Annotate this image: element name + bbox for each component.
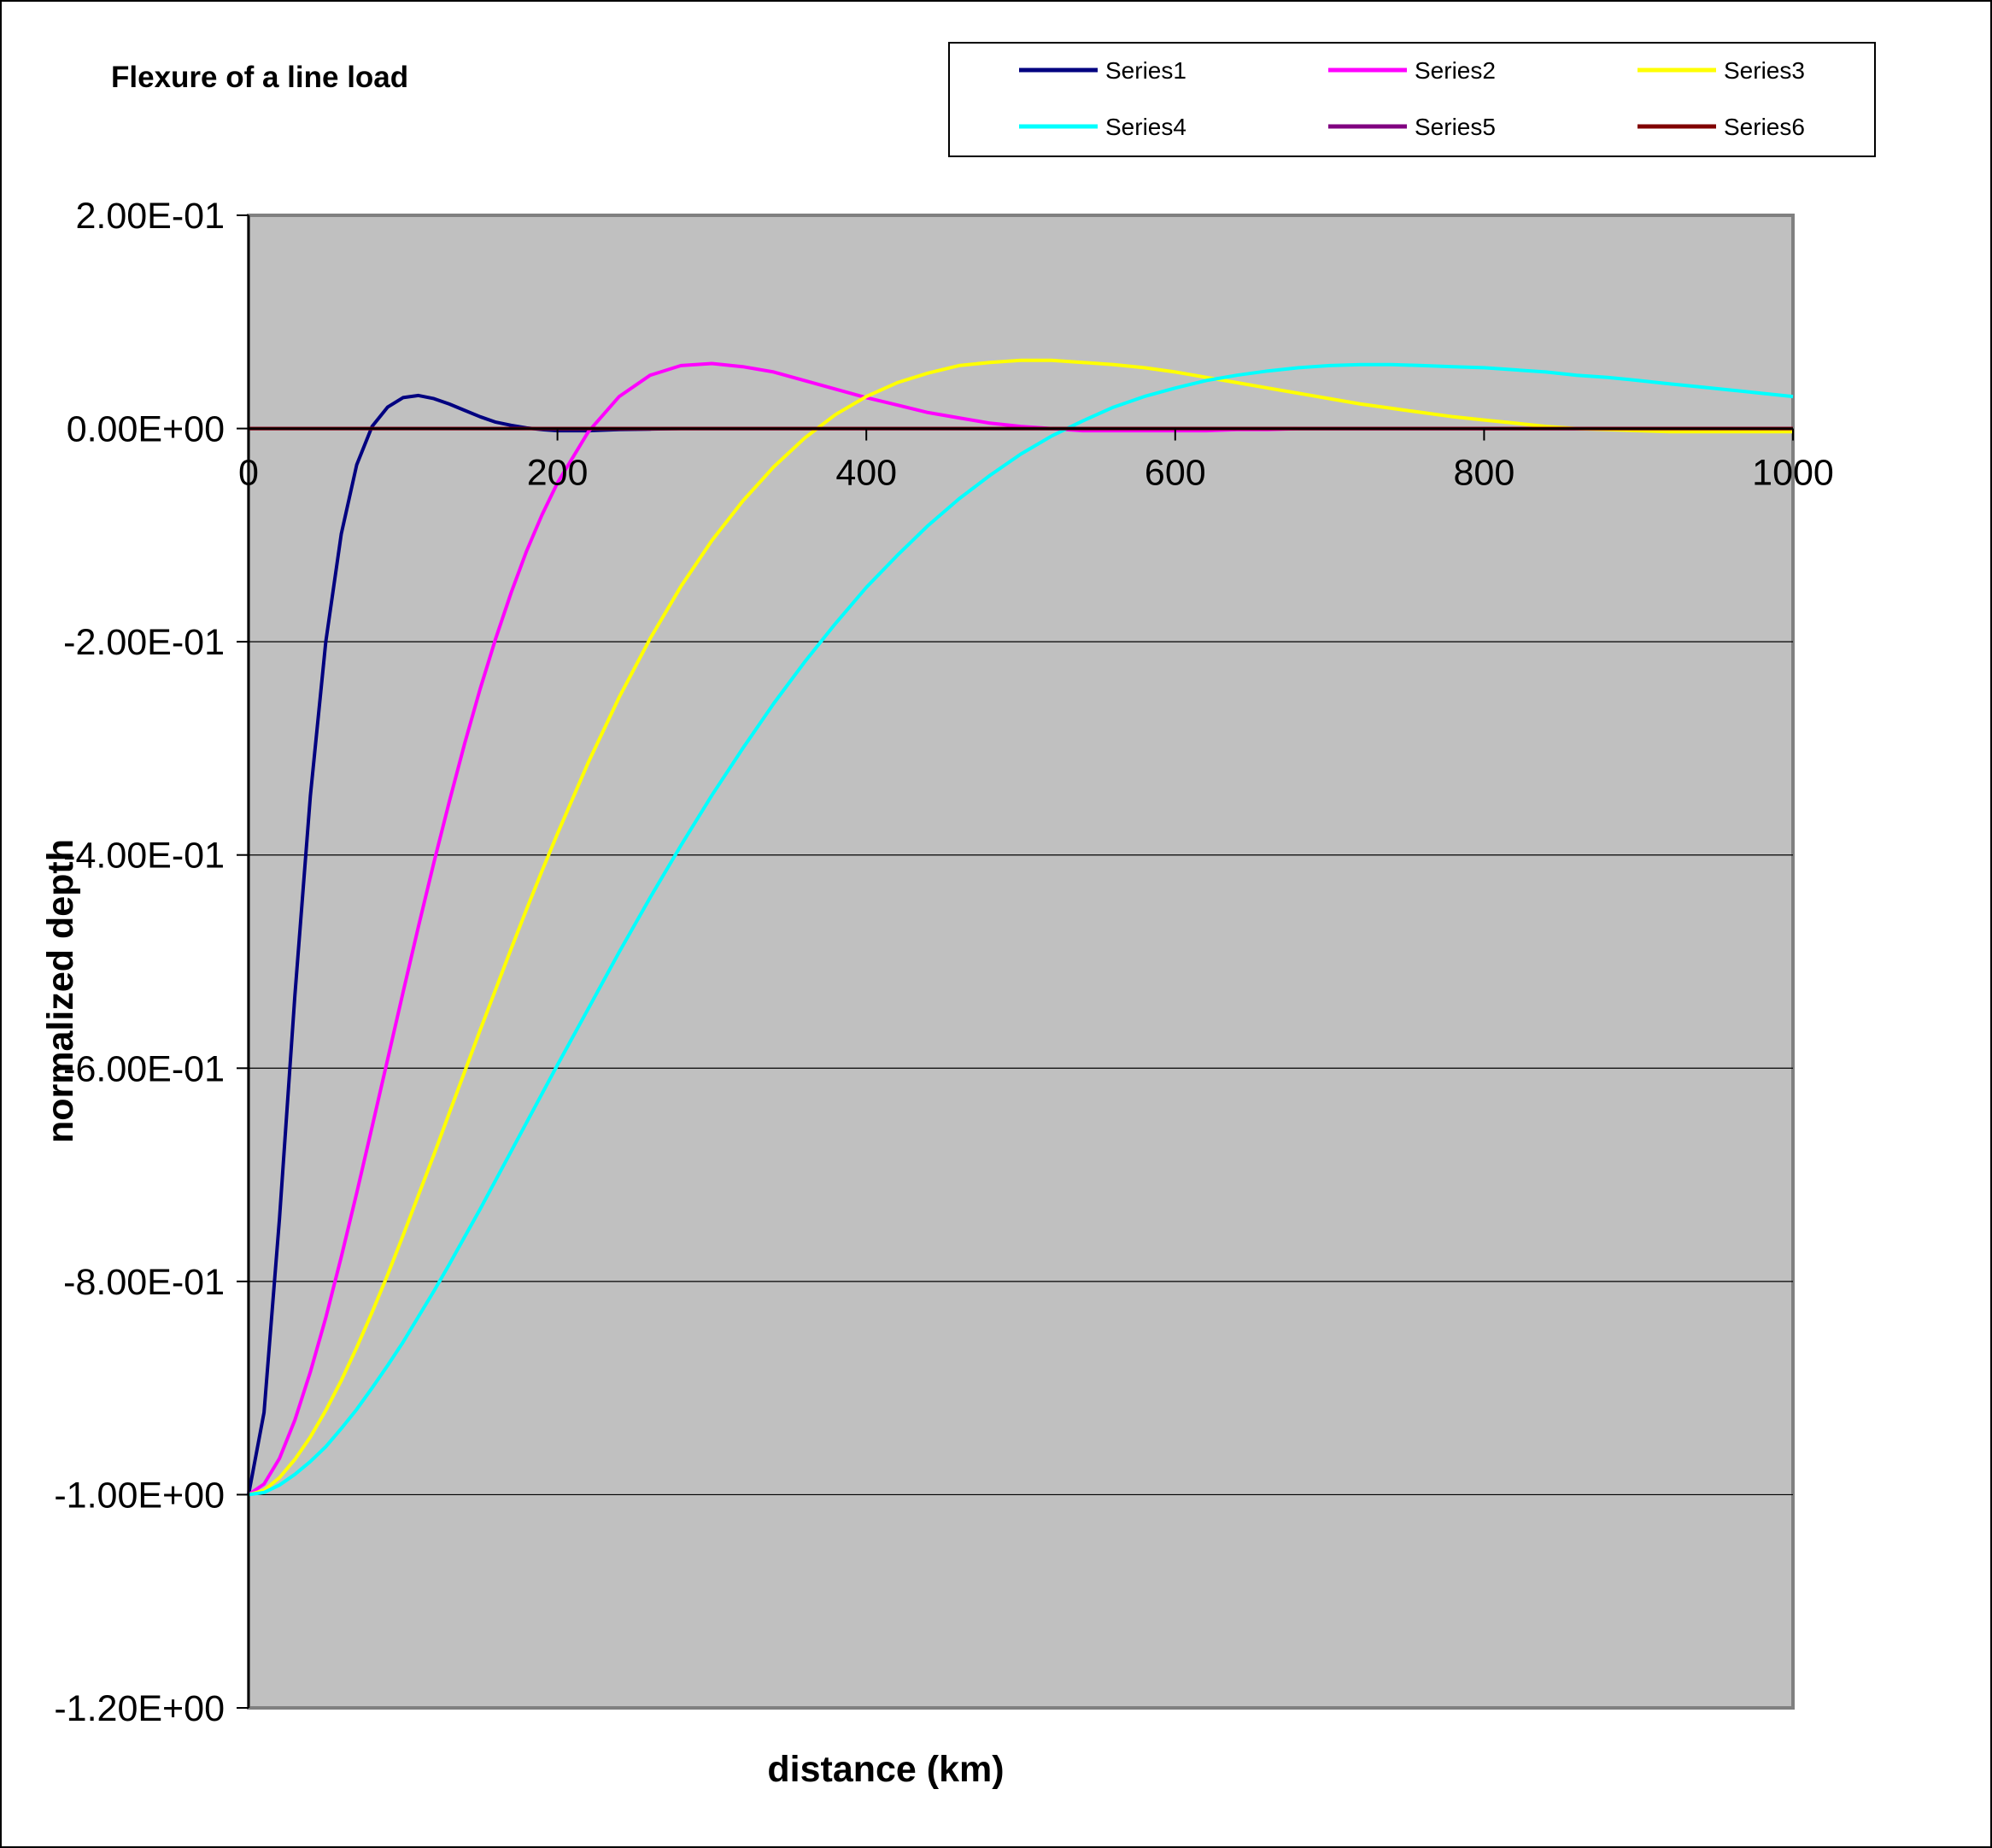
series-line-3	[248, 358, 1793, 1497]
x-tick-label: 800	[1454, 453, 1515, 494]
y-tick-label: -6.00E-01	[63, 1048, 225, 1089]
y-tick-label: -8.00E-01	[63, 1262, 225, 1303]
legend-entry: Series6	[1724, 114, 1805, 140]
x-axis-label: distance (km)	[767, 1749, 1004, 1790]
legend-entry: Series3	[1724, 57, 1805, 84]
legend-entry: Series2	[1415, 57, 1496, 84]
x-tick-label: 0	[238, 453, 259, 494]
legend-entry: Series1	[1105, 57, 1186, 84]
x-tick-label: 200	[527, 453, 589, 494]
y-tick-label: 2.00E-01	[75, 196, 225, 237]
legend-entry: Series5	[1415, 114, 1496, 140]
y-tick-label: -2.00E-01	[63, 622, 225, 663]
legend-entry: Series4	[1105, 114, 1186, 140]
y-tick-label: -4.00E-01	[63, 836, 225, 877]
series-line-4	[248, 362, 1794, 1497]
y-tick-label: -1.20E+00	[54, 1688, 225, 1729]
x-tick-label: 400	[835, 453, 897, 494]
legend-box	[948, 42, 1876, 157]
plot-area	[247, 214, 1795, 1710]
legend: Series1 Series2 Series3 Series4 Series5 Serie…	[948, 42, 1876, 157]
y-tick-label: 0.00E+00	[67, 409, 225, 450]
axes: 2.00E-01 0.00E+00 -2.00E-01 -4.00E-01 -6.00E…	[54, 196, 1833, 1729]
chart-title: Flexure of a line load	[111, 61, 408, 94]
y-axis-label: normalized depth	[40, 839, 81, 1143]
y-tick-label: -1.00E+00	[54, 1475, 225, 1516]
x-tick-label: 1000	[1752, 453, 1834, 494]
x-tick-label: 600	[1145, 453, 1206, 494]
